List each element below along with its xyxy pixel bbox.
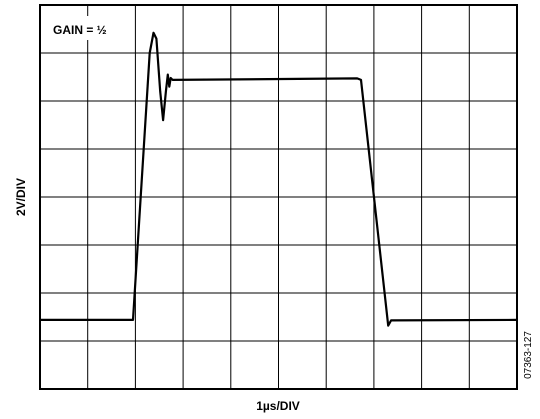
y-axis-label: 2V/DIV (14, 178, 28, 216)
pulse-response-trace (40, 31, 518, 327)
x-axis-label: 1µs/DIV (256, 399, 300, 413)
annotation-background (44, 16, 110, 40)
figure-id: 07363-127 (523, 331, 534, 379)
plot-frame (39, 4, 518, 390)
gain-annotation: GAIN = ½ (53, 23, 107, 37)
grid (40, 5, 517, 389)
